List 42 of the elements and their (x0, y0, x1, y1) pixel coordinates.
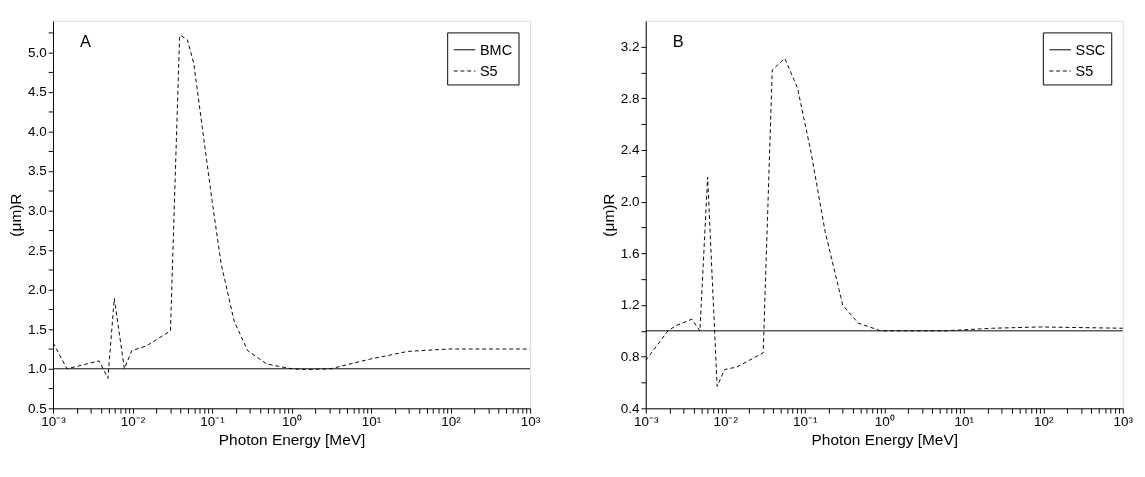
y-axis-title: (μm)R (599, 193, 617, 237)
y-tick-label: 3.2 (620, 39, 640, 55)
y-tick-label: 2.0 (620, 194, 640, 210)
y-tick-label: 2.0 (27, 282, 47, 298)
annotation: B (672, 31, 684, 50)
x-tick-label: 10⁻³ (633, 414, 659, 430)
y-tick-label: 4.5 (27, 84, 47, 100)
y-axis-title: (μm)R (7, 193, 25, 237)
y-tick-label: 1.6 (620, 245, 640, 261)
x-tick-label: 10¹ (361, 414, 382, 430)
y-tick-label: 2.8 (620, 90, 640, 106)
y-tick-label: 1.0 (27, 361, 47, 377)
y-tick-label: 2.4 (620, 142, 640, 158)
y-tick-label: 0.5 (27, 400, 47, 416)
legend-label: S5 (479, 62, 498, 79)
y-tick-label: 4.0 (27, 123, 47, 139)
x-tick-label: 10⁻² (120, 414, 146, 430)
y-tick-label: 3.0 (27, 202, 47, 218)
annotation: A (80, 31, 91, 50)
y-tick-label: 1.5 (27, 321, 47, 337)
y-tick-label: 5.0 (27, 44, 47, 60)
x-axis-title: Photon Energy [MeV] (811, 431, 958, 449)
x-tick-label: 10⁻¹ (793, 414, 819, 430)
x-tick-label: 10⁻³ (41, 414, 67, 430)
x-tick-label: 10² (441, 414, 462, 430)
legend-label: SSC (1075, 41, 1106, 58)
legend-label: BMC (479, 41, 513, 58)
y-tick-label: 2.5 (27, 242, 47, 258)
y-tick-label: 0.4 (620, 400, 640, 416)
x-axis-title: Photon Energy [MeV] (218, 431, 366, 449)
y-tick-label: 3.5 (27, 163, 47, 179)
x-tick-label: 10⁻² (713, 414, 739, 430)
x-tick-label: 10¹ (954, 414, 975, 430)
legend-label: S5 (1075, 62, 1094, 79)
y-tick-label: 0.8 (620, 349, 640, 364)
x-tick-label: 10³ (1113, 414, 1134, 430)
x-tick-label: 10⁻¹ (200, 414, 226, 430)
y-tick-label: 1.2 (620, 297, 640, 313)
x-tick-label: 10³ (520, 414, 541, 430)
x-tick-label: 10⁰ (874, 414, 895, 430)
x-tick-label: 10² (1034, 414, 1055, 430)
x-tick-label: 10⁰ (282, 414, 303, 430)
